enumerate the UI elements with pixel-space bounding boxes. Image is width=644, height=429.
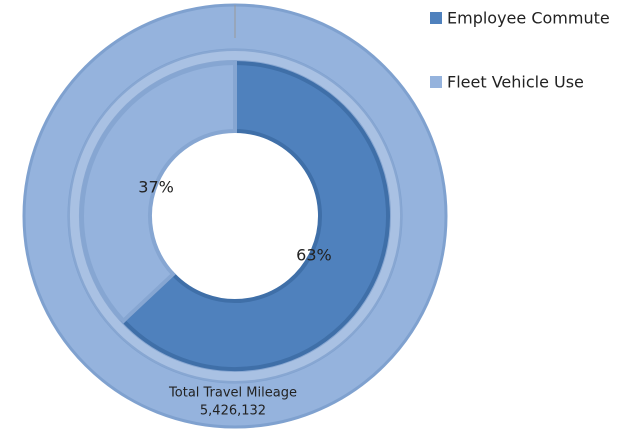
legend-label: Fleet Vehicle Use — [447, 73, 584, 92]
value-label: 37% — [138, 177, 174, 196]
total-label: Total Travel Mileage — [168, 386, 297, 401]
value-label: 63% — [296, 246, 332, 265]
legend-label: Employee Commute — [447, 9, 610, 28]
legend-swatch — [430, 76, 442, 88]
legend-swatch — [430, 12, 442, 24]
donut-segment — [80, 60, 237, 324]
total-value-label: 5,426,132 — [200, 404, 266, 419]
donut-segment — [120, 60, 390, 371]
